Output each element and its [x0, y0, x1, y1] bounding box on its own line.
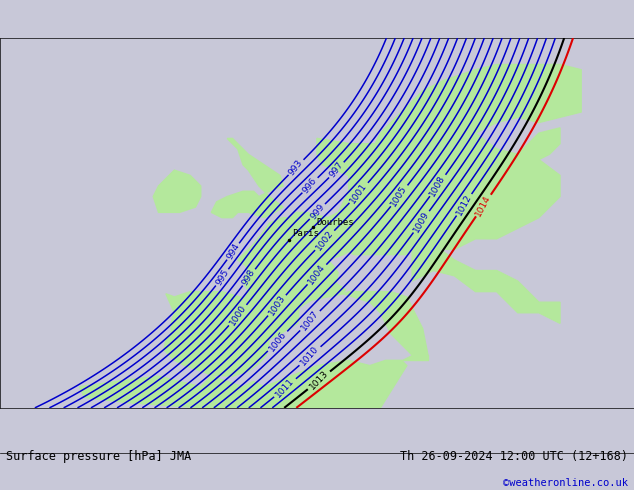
Text: 1008: 1008 [429, 173, 447, 198]
Text: 1009: 1009 [412, 210, 431, 234]
Text: 1011: 1011 [274, 376, 296, 399]
Text: 1003: 1003 [267, 294, 287, 318]
Text: 1005: 1005 [389, 184, 409, 208]
Polygon shape [476, 128, 560, 186]
Polygon shape [211, 138, 283, 218]
Text: 1004: 1004 [306, 263, 327, 286]
Text: 1000: 1000 [228, 303, 248, 327]
Text: 1001: 1001 [349, 181, 369, 205]
Text: Dourbes: Dourbes [316, 218, 354, 227]
Text: 1010: 1010 [299, 344, 321, 368]
Text: Surface pressure [hPa] JMA: Surface pressure [hPa] JMA [6, 450, 191, 463]
Text: 1006: 1006 [267, 329, 288, 353]
Polygon shape [401, 355, 428, 360]
Text: 993: 993 [287, 158, 305, 177]
Polygon shape [290, 133, 560, 255]
Polygon shape [317, 65, 581, 175]
Text: 1002: 1002 [314, 228, 335, 252]
Polygon shape [164, 292, 299, 376]
Text: 999: 999 [309, 202, 327, 221]
Text: 995: 995 [214, 268, 230, 287]
Text: ©weatheronline.co.uk: ©weatheronline.co.uk [503, 478, 628, 488]
Text: 997: 997 [328, 160, 346, 179]
Text: 996: 996 [301, 176, 319, 195]
Polygon shape [349, 154, 375, 181]
Text: Paris: Paris [292, 229, 319, 238]
Polygon shape [201, 360, 407, 408]
Text: Th 26-09-2024 12:00 UTC (12+168): Th 26-09-2024 12:00 UTC (12+168) [399, 450, 628, 463]
Polygon shape [153, 170, 201, 212]
Text: 1013: 1013 [307, 369, 330, 392]
Polygon shape [412, 244, 560, 323]
Text: 1014: 1014 [474, 194, 493, 218]
Text: 1007: 1007 [299, 309, 321, 333]
Polygon shape [238, 218, 349, 308]
Text: 1012: 1012 [455, 193, 474, 217]
Text: 994: 994 [225, 242, 241, 261]
Polygon shape [79, 376, 264, 408]
Polygon shape [344, 292, 428, 360]
Text: 998: 998 [241, 268, 257, 287]
